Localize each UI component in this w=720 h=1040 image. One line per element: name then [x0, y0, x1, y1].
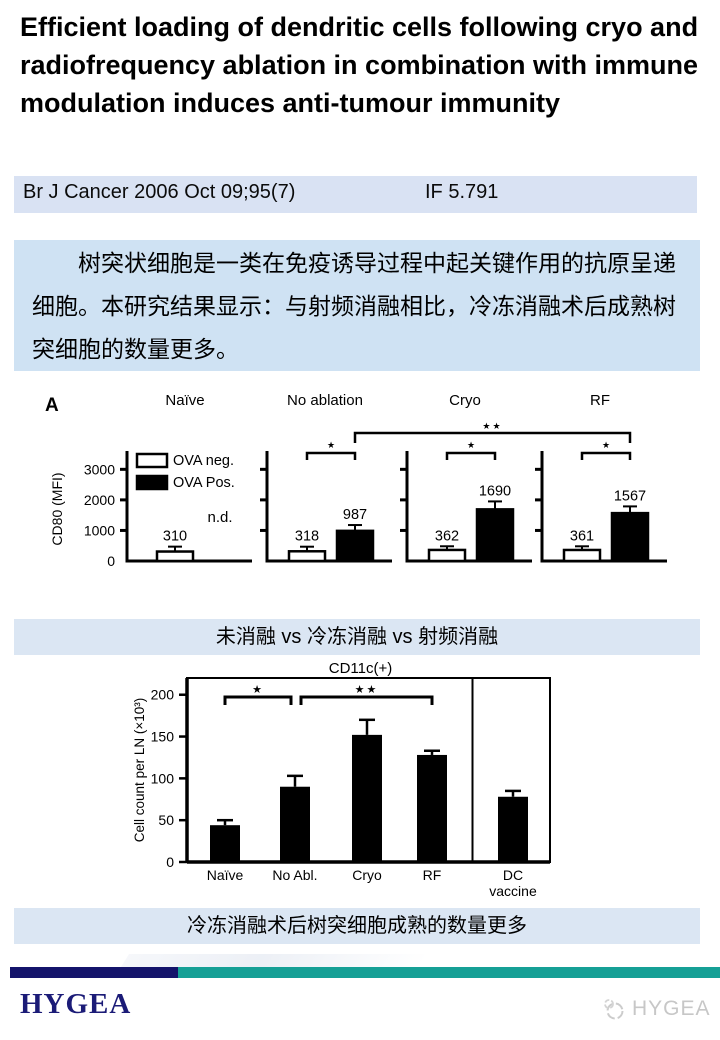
bar	[335, 529, 375, 563]
brand-logo-text: HYGEA	[20, 988, 132, 1020]
chart-text: Cryo	[449, 392, 481, 409]
hygea-logo-icon	[602, 997, 626, 1021]
chart-text: DC	[503, 867, 523, 883]
chart-text: 362	[435, 528, 459, 544]
chart-text: n.d.	[207, 509, 232, 526]
sig-bracket	[223, 695, 293, 705]
sig-bracket	[580, 451, 632, 460]
chart-text: 318	[295, 529, 319, 545]
chart-text: 310	[163, 529, 187, 545]
chart-text: 0	[107, 553, 115, 569]
chart-text: No Abl.	[272, 867, 317, 883]
caption-figure-b: 冷冻消融术后树突细胞成熟的数量更多	[14, 908, 700, 944]
chart-text: ★	[252, 684, 264, 696]
bar	[562, 548, 602, 563]
chart-text: vaccine	[489, 883, 537, 899]
chart-text: No ablation	[287, 392, 363, 409]
chart-text: 150	[151, 729, 175, 745]
chart-text: Naïve	[207, 867, 244, 883]
legend-swatch	[135, 452, 169, 469]
chart-text: A	[45, 395, 59, 416]
watermark: HYGEA	[602, 997, 711, 1021]
chart-text: 200	[151, 687, 175, 703]
bar	[287, 550, 327, 563]
chart-text: 2000	[84, 492, 115, 508]
chart-text: RF	[423, 867, 442, 883]
paper-title: Efficient loading of dendritic cells fol…	[20, 12, 699, 118]
impact-factor: IF 5.791	[425, 181, 499, 203]
chart-text: RF	[590, 392, 610, 409]
chart-text: Cell count per LN (×10³)	[132, 698, 147, 842]
abstract-chinese: 树突状细胞是一类在免疫诱导过程中起关键作用的抗原呈递细胞。本研究结果显示：与射频…	[14, 240, 700, 371]
footer-band-navy	[10, 967, 178, 978]
journal-bar: Br J Cancer 2006 Oct 09;95(7) IF 5.791	[14, 176, 697, 213]
bar	[280, 786, 310, 862]
chart-text: 0	[166, 854, 174, 870]
bar	[427, 548, 467, 563]
chart-text: 1690	[479, 483, 511, 499]
chart-text: Naïve	[165, 392, 204, 409]
journal-citation: Br J Cancer 2006 Oct 09;95(7)	[23, 181, 296, 203]
bar	[155, 550, 195, 563]
sig-bracket	[445, 451, 497, 460]
chart-text: 3000	[84, 461, 115, 477]
chart-text: 1000	[84, 522, 115, 538]
legend-swatch	[135, 474, 169, 491]
bar	[475, 508, 515, 563]
sig-bracket	[299, 695, 434, 705]
bar	[210, 825, 240, 862]
chart-text: CD80 (MFI)	[49, 472, 65, 545]
chart-text: ★★	[482, 421, 502, 431]
chart-text: 1567	[614, 488, 646, 504]
footer-band-teal	[178, 967, 720, 978]
chart-text: OVA neg.	[173, 453, 234, 469]
footer-decoration	[120, 954, 430, 967]
bar	[498, 796, 528, 862]
chart-text: 987	[343, 507, 367, 523]
chart-text: ★	[602, 440, 610, 450]
caption-figure-a: 未消融 vs 冷冻消融 vs 射频消融	[14, 619, 700, 655]
chart-text: ★	[327, 440, 335, 450]
bar	[352, 734, 382, 862]
chart-text: Cryo	[352, 867, 382, 883]
chart-text: 361	[570, 528, 594, 544]
sig-bracket	[353, 431, 632, 443]
bar	[610, 511, 650, 563]
chart-text: 100	[151, 770, 175, 786]
cd80-mfi-bar-chart: A CD80 (MFI) 0 1000 2000 3000 Naïve 310 n.d. No a…	[45, 392, 667, 569]
chart-text: ★	[467, 440, 475, 450]
figure-b-cd11c-chart: CD11c(+) 0 50 100 150 200 Cell count per LN (×…	[130, 660, 590, 905]
cd11c-cell-count-bar-chart: CD11c(+) 0 50 100 150 200 Cell count per LN (×…	[132, 660, 551, 899]
bar	[417, 754, 447, 862]
watermark-text: HYGEA	[632, 997, 711, 1020]
chart-text: CD11c(+)	[329, 660, 393, 677]
chart-text: OVA Pos.	[173, 475, 235, 491]
chart-text: 50	[158, 812, 174, 828]
figure-a-cd80-chart: A CD80 (MFI) 0 1000 2000 3000 Naïve 310 n.d. No a…	[15, 385, 705, 600]
chart-text: ★★	[355, 684, 379, 696]
sig-bracket	[305, 451, 357, 460]
